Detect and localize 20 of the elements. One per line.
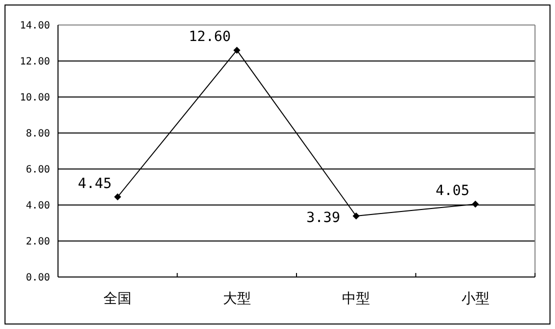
- point: [233, 46, 240, 54]
- data-label: 4.45: [78, 176, 112, 192]
- y-tick-label: 12.00: [20, 56, 50, 68]
- point: [114, 193, 122, 200]
- y-tick-label: 0.00: [26, 272, 50, 284]
- x-tick-label: 小型: [461, 291, 490, 307]
- data-label: 12.60: [188, 29, 231, 46]
- point: [352, 212, 360, 220]
- x-tick-label: 大型: [222, 291, 251, 307]
- point: [472, 200, 479, 208]
- data-label: 4.05: [436, 183, 470, 200]
- x-tick-label: 全国: [104, 291, 132, 307]
- y-tick-label: 4.00: [26, 200, 50, 212]
- y-tick-label: 2.00: [26, 236, 50, 248]
- y-tick-label: 10.00: [20, 92, 50, 104]
- data-label: 3.39: [306, 210, 340, 226]
- y-tick-label: 6.00: [26, 164, 50, 176]
- x-tick-label: 中型: [342, 291, 370, 307]
- y-tick-label: 14.00: [20, 20, 50, 32]
- y-tick-label: 8.00: [26, 128, 50, 140]
